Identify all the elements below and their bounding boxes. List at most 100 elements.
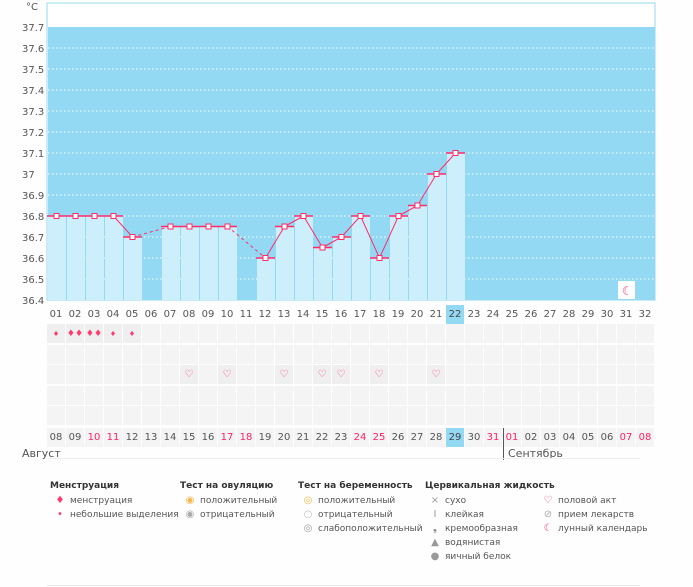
- symptom-cell[interactable]: [180, 406, 198, 425]
- symptom-cell[interactable]: [123, 365, 141, 384]
- symptom-cell[interactable]: [389, 344, 407, 364]
- temperature-point[interactable]: [129, 234, 136, 240]
- cycle-day[interactable]: 02: [68, 309, 82, 320]
- calendar-date[interactable]: 24: [351, 428, 369, 447]
- calendar-date[interactable]: 06: [598, 428, 616, 447]
- symptom-cell[interactable]: [123, 385, 141, 405]
- symptom-cell[interactable]: [256, 385, 274, 405]
- symptom-cell[interactable]: [104, 365, 122, 384]
- symptom-cell[interactable]: [446, 385, 464, 405]
- calendar-date[interactable]: 31: [484, 428, 502, 447]
- symptom-cell[interactable]: ♦♦: [85, 324, 103, 343]
- symptom-cell[interactable]: [351, 406, 369, 425]
- symptom-cell[interactable]: [332, 344, 350, 364]
- symptom-cell[interactable]: [237, 365, 255, 384]
- symptom-cell[interactable]: [85, 344, 103, 364]
- cycle-day[interactable]: 01: [49, 309, 63, 320]
- symptom-cell[interactable]: [66, 344, 84, 364]
- cycle-day[interactable]: 22: [446, 305, 464, 324]
- symptom-cell[interactable]: [199, 324, 217, 343]
- symptom-cell[interactable]: [522, 385, 540, 405]
- symptom-cell[interactable]: [465, 324, 483, 343]
- symptom-cell[interactable]: [256, 406, 274, 425]
- symptom-cell[interactable]: [351, 365, 369, 384]
- symptom-cell[interactable]: [541, 324, 559, 343]
- cycle-day[interactable]: 24: [486, 309, 500, 320]
- symptom-cell[interactable]: [370, 385, 388, 405]
- calendar-date[interactable]: 11: [104, 428, 122, 447]
- symptom-cell[interactable]: [294, 324, 312, 343]
- symptom-cell[interactable]: [313, 406, 331, 425]
- symptom-cell[interactable]: [541, 385, 559, 405]
- temperature-point[interactable]: [414, 202, 421, 209]
- symptom-cell[interactable]: ♦: [123, 324, 141, 343]
- symptom-cell[interactable]: [218, 324, 236, 343]
- symptom-cell[interactable]: [85, 365, 103, 384]
- symptom-cell[interactable]: [636, 365, 654, 384]
- calendar-date[interactable]: 28: [427, 428, 445, 447]
- temperature-point[interactable]: [110, 213, 117, 219]
- cycle-day[interactable]: 16: [334, 309, 348, 320]
- cycle-day[interactable]: 06: [144, 309, 158, 320]
- calendar-date[interactable]: 12: [123, 428, 141, 447]
- symptom-cell[interactable]: [47, 406, 65, 425]
- cycle-day[interactable]: 10: [220, 309, 234, 320]
- symptom-cell[interactable]: [351, 344, 369, 364]
- calendar-date[interactable]: 01: [503, 428, 521, 447]
- symptom-cell[interactable]: [389, 324, 407, 343]
- cycle-day[interactable]: 12: [258, 309, 272, 320]
- symptom-cell[interactable]: [332, 406, 350, 425]
- symptom-cell[interactable]: [370, 344, 388, 364]
- symptom-cell[interactable]: [465, 344, 483, 364]
- symptom-cell[interactable]: [617, 385, 635, 405]
- symptom-cell[interactable]: ♡: [427, 365, 445, 384]
- symptom-cell[interactable]: [522, 406, 540, 425]
- temperature-point[interactable]: [91, 213, 98, 219]
- temperature-point[interactable]: [319, 244, 326, 251]
- symptom-cell[interactable]: [47, 365, 65, 384]
- symptom-cell[interactable]: [47, 344, 65, 364]
- calendar-date[interactable]: 04: [560, 428, 578, 447]
- cycle-day[interactable]: 15: [315, 309, 329, 320]
- symptom-cell[interactable]: [370, 324, 388, 343]
- symptom-cell[interactable]: [617, 344, 635, 364]
- symptom-cell[interactable]: [180, 324, 198, 343]
- symptom-cell[interactable]: [123, 344, 141, 364]
- temperature-point[interactable]: [224, 223, 231, 230]
- symptom-cell[interactable]: [218, 344, 236, 364]
- calendar-date[interactable]: 08: [636, 428, 654, 447]
- symptom-cell[interactable]: [427, 406, 445, 425]
- temperature-point[interactable]: [72, 213, 79, 219]
- calendar-date[interactable]: 03: [541, 428, 559, 447]
- symptom-cell[interactable]: [408, 385, 426, 405]
- symptom-cell[interactable]: [446, 406, 464, 425]
- cycle-day[interactable]: 18: [372, 309, 386, 320]
- symptom-cell[interactable]: [294, 385, 312, 405]
- cycle-day[interactable]: 09: [201, 309, 215, 320]
- symptom-cell[interactable]: [161, 344, 179, 364]
- symptom-cell[interactable]: [199, 385, 217, 405]
- symptom-cell[interactable]: [142, 344, 160, 364]
- symptom-cell[interactable]: [541, 365, 559, 384]
- symptom-cell[interactable]: [408, 344, 426, 364]
- symptom-cell[interactable]: [598, 344, 616, 364]
- symptom-cell[interactable]: [560, 324, 578, 343]
- calendar-date[interactable]: 29: [446, 428, 464, 447]
- symptom-cell[interactable]: [370, 406, 388, 425]
- temperature-point[interactable]: [338, 234, 345, 240]
- calendar-date[interactable]: 30: [465, 428, 483, 447]
- temperature-point[interactable]: [205, 223, 212, 230]
- temperature-point[interactable]: [395, 213, 402, 219]
- symptom-cell[interactable]: [275, 344, 293, 364]
- cycle-day[interactable]: 30: [600, 309, 614, 320]
- symptom-cell[interactable]: [351, 324, 369, 343]
- calendar-date[interactable]: 27: [408, 428, 426, 447]
- cycle-day[interactable]: 20: [410, 309, 424, 320]
- calendar-date[interactable]: 05: [579, 428, 597, 447]
- symptom-cell[interactable]: [389, 406, 407, 425]
- symptom-cell[interactable]: [617, 406, 635, 425]
- cycle-day[interactable]: 07: [163, 309, 177, 320]
- cycle-day[interactable]: 23: [467, 309, 481, 320]
- symptom-cell[interactable]: [598, 406, 616, 425]
- cycle-day[interactable]: 03: [87, 309, 101, 320]
